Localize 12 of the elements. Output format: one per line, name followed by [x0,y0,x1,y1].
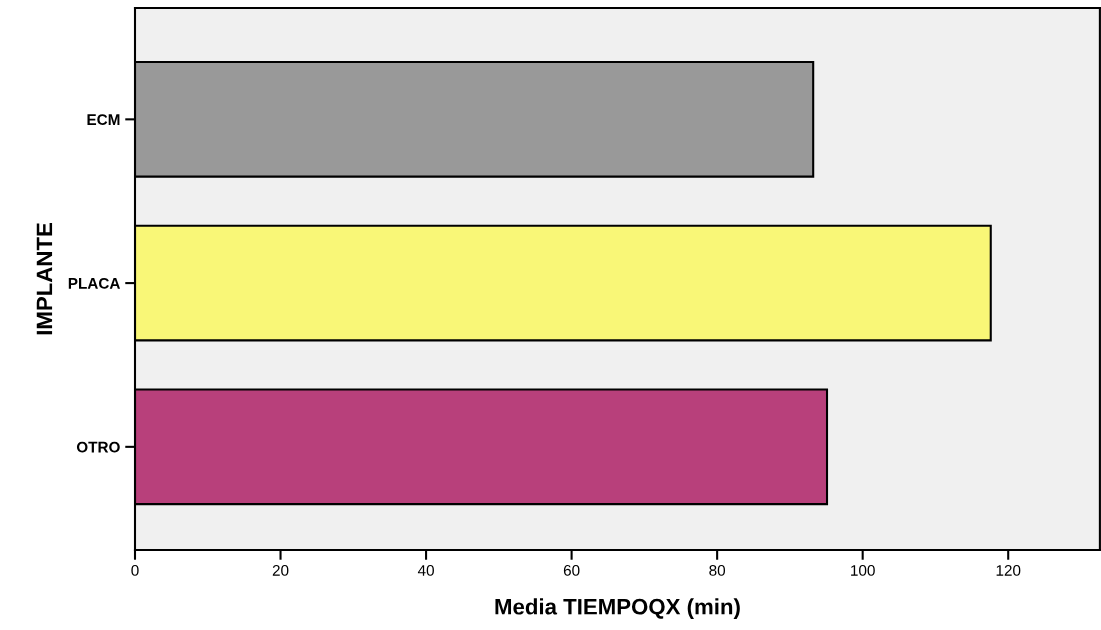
x-tick-label: 60 [563,564,580,576]
x-tick-label: 40 [417,564,434,576]
y-tick-label: PLACA [68,277,121,289]
x-tick-label: 0 [131,564,139,576]
x-axis-title: Media TIEMPOQX (min) [495,598,740,619]
x-tick-label: 100 [851,564,875,576]
y-tick-label: OTRO [76,441,120,453]
x-tick-label: 80 [709,564,726,576]
y-axis-title: IMPLANTE [36,223,53,335]
x-tick-label: 120 [996,564,1021,576]
y-tick-label: ECM [87,114,120,126]
x-tick-label: 20 [272,564,289,576]
